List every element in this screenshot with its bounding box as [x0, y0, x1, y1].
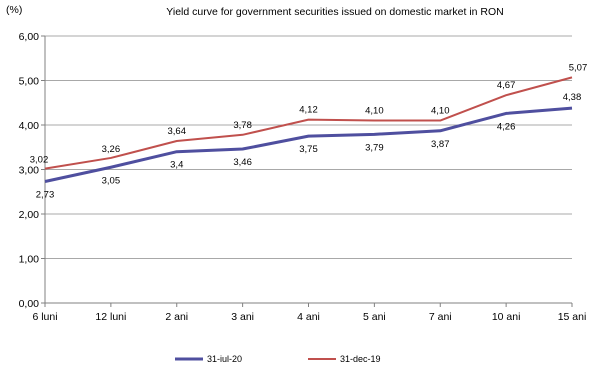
data-label-jul20: 3,4 [170, 160, 183, 171]
y-tick-label: 2,00 [19, 209, 40, 221]
x-tick-label: 3 ani [231, 311, 254, 323]
y-tick-label: 6,00 [19, 31, 40, 43]
chart-title: Yield curve for government securities is… [166, 6, 504, 18]
data-label-jul20: 3,46 [233, 157, 252, 168]
y-tick-label: 3,00 [19, 165, 40, 177]
x-tick-label: 4 ani [297, 311, 320, 323]
data-label-jul20: 4,26 [497, 121, 516, 132]
axes: 0,00 1,00 2,00 3,00 4,00 5,00 6,00 6 luni 12 lun… [19, 31, 587, 323]
legend-item: 31-iul-20 [175, 354, 242, 364]
data-label-dec19: 3,02 [30, 155, 49, 166]
y-tick-label: 5,00 [19, 76, 40, 88]
data-label-dec19: 3,64 [168, 126, 187, 137]
data-label-jul20: 3,75 [299, 144, 318, 155]
data-labels: 2,73 3,05 3,4 3,46 3,75 3,79 3,87 4,26 4,38 3,02 3… [30, 62, 588, 200]
x-tick-label: 5 ani [363, 311, 386, 323]
data-label-jul20: 3,05 [102, 175, 121, 186]
series-line-jul20 [44, 106, 573, 183]
y-axis-label: (%) [6, 4, 22, 16]
x-tick-label: 7 ani [429, 311, 452, 323]
x-tick-label: 10 ani [492, 311, 521, 323]
data-label-dec19: 4,12 [299, 105, 318, 116]
y-tick-label: 4,00 [19, 120, 40, 132]
x-tick-label: 6 luni [32, 311, 57, 323]
data-label-jul20: 3,87 [431, 139, 450, 150]
data-label-dec19: 4,10 [365, 106, 384, 117]
data-label-dec19: 3,26 [102, 144, 121, 155]
y-tick-label: 0,00 [19, 298, 40, 310]
data-label-dec19: 3,78 [233, 120, 252, 131]
data-label-dec19: 4,67 [497, 80, 516, 91]
data-label-jul20: 2,73 [36, 190, 55, 201]
series-line-dec19 [44, 76, 573, 170]
gridlines [45, 35, 572, 259]
legend-label: 31-iul-20 [207, 354, 242, 364]
series-lines [44, 76, 573, 183]
data-label-jul20: 3,79 [365, 142, 384, 153]
data-label-jul20: 4,38 [563, 92, 582, 103]
x-tick-label: 2 ani [165, 311, 188, 323]
legend-label: 31-dec-19 [340, 354, 381, 364]
legend: 31-iul-20 31-dec-19 [175, 354, 381, 364]
x-tick-label: 15 ani [558, 311, 587, 323]
x-tick-label: 12 luni [95, 311, 126, 323]
legend-item: 31-dec-19 [308, 354, 381, 364]
y-tick-label: 1,00 [19, 254, 40, 266]
data-label-dec19: 4,10 [431, 106, 450, 117]
data-label-dec19: 5,07 [569, 62, 588, 73]
